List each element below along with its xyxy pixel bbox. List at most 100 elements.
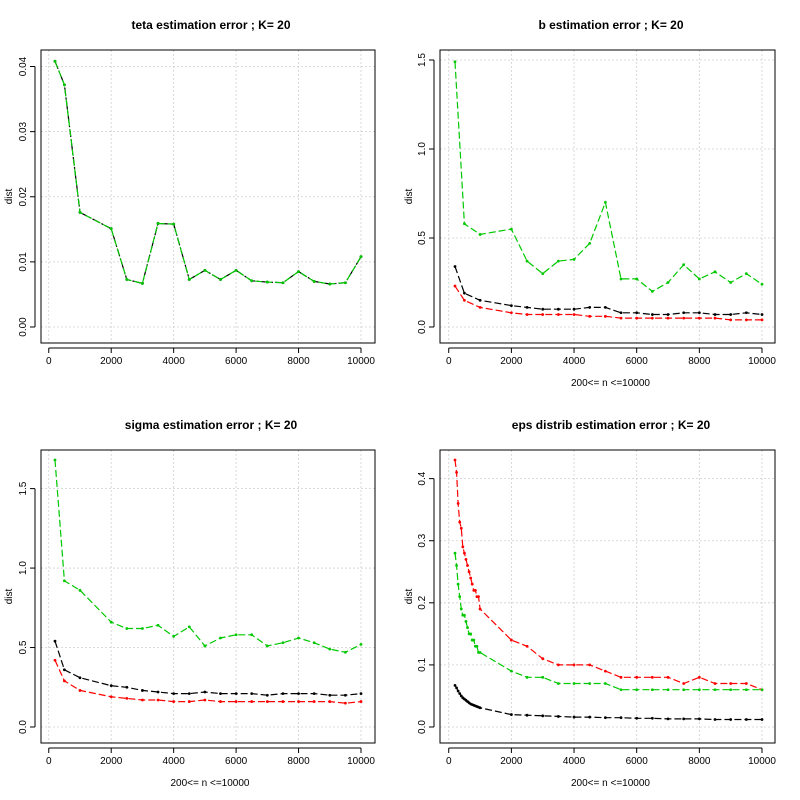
grid xyxy=(41,450,375,743)
data-point-red xyxy=(635,316,639,320)
data-point-red xyxy=(297,700,300,703)
data-point-green xyxy=(650,290,654,293)
x-tick-label: 2000 xyxy=(500,356,523,367)
y-tick-label: 0.1 xyxy=(417,658,428,672)
series-green xyxy=(53,458,363,654)
data-point-black xyxy=(635,716,639,720)
data-point-red xyxy=(713,682,717,685)
x-tick-label: 2000 xyxy=(500,756,523,767)
data-point-green xyxy=(650,688,654,692)
data-point-red xyxy=(467,570,471,574)
series-black xyxy=(453,265,764,316)
data-point-red xyxy=(203,698,207,702)
y-tick-label: 1.0 xyxy=(417,142,428,156)
data-point-green xyxy=(172,635,176,638)
data-point-red xyxy=(459,526,463,530)
x-axis-label: 200<= n <=10000 xyxy=(171,778,250,789)
data-point-black xyxy=(744,718,748,721)
data-point-red xyxy=(469,576,473,580)
chart-panel-2: 0 2000 4000 6000 8000 10000 0.0 0.5 1.0 1.5 b esti… xyxy=(404,18,776,389)
data-point-green xyxy=(343,281,347,285)
y-tick-label: 0.2 xyxy=(417,595,428,609)
y-tick-label: 0.4 xyxy=(417,471,428,485)
data-point-black xyxy=(588,715,592,719)
x-tick-label: 4000 xyxy=(563,756,586,767)
x-axis: 0 2000 4000 6000 8000 10000 xyxy=(46,747,375,767)
data-point-red xyxy=(141,698,144,702)
data-point-green xyxy=(53,59,57,63)
data-point-green xyxy=(760,688,764,692)
series-line-red xyxy=(54,660,362,704)
data-point-black xyxy=(203,690,207,694)
data-point-green xyxy=(172,222,176,226)
data-point-green xyxy=(234,633,238,637)
data-point-green xyxy=(265,280,269,284)
data-point-red xyxy=(588,314,592,318)
data-point-red xyxy=(760,318,764,322)
grid xyxy=(41,50,375,343)
data-point-green xyxy=(572,257,576,261)
data-point-green xyxy=(328,647,332,651)
data-point-green xyxy=(603,201,607,204)
data-point-black xyxy=(603,306,607,309)
data-point-black xyxy=(525,306,529,309)
x-tick-label: 10000 xyxy=(347,756,375,767)
y-axis: 0.0 0.1 0.2 0.3 0.4 xyxy=(417,471,435,734)
series-red xyxy=(453,284,764,322)
x-tick-label: 4000 xyxy=(163,356,186,367)
data-point-black xyxy=(343,693,347,697)
data-point-black xyxy=(509,304,513,308)
data-point-black xyxy=(455,686,458,690)
data-point-black xyxy=(109,684,113,688)
data-point-green xyxy=(588,682,592,685)
data-point-red xyxy=(619,316,623,320)
data-point-black xyxy=(462,291,466,295)
data-point-red xyxy=(453,458,457,462)
data-point-red xyxy=(328,700,332,703)
data-point-green xyxy=(219,636,222,640)
data-point-green xyxy=(556,682,560,685)
data-point-black xyxy=(478,298,482,302)
series-green xyxy=(453,60,764,293)
y-tick-label: 0.5 xyxy=(417,231,428,245)
data-point-green xyxy=(603,682,607,685)
series-red xyxy=(453,458,764,692)
data-point-black xyxy=(697,311,701,315)
y-tick-label: 0.5 xyxy=(18,640,29,654)
data-point-red xyxy=(455,471,458,474)
data-point-black xyxy=(729,313,733,316)
chart-title: b estimation error ; K= 20 xyxy=(538,18,683,32)
data-point-black xyxy=(556,715,560,718)
data-point-red xyxy=(697,316,701,320)
data-point-red xyxy=(603,314,607,318)
data-point-black xyxy=(635,311,639,315)
y-tick-label: 1.5 xyxy=(18,481,29,495)
data-point-green xyxy=(475,644,479,648)
data-point-green xyxy=(250,633,254,637)
data-point-black xyxy=(478,706,482,710)
y-tick-label: 0.0 xyxy=(417,720,428,734)
data-point-green xyxy=(666,688,670,692)
data-point-black xyxy=(219,692,222,696)
x-tick-label: 8000 xyxy=(688,356,711,367)
data-point-green xyxy=(297,636,300,640)
data-point-green xyxy=(525,259,529,263)
data-point-black xyxy=(250,692,254,696)
data-point-black xyxy=(125,685,129,689)
x-tick-label: 0 xyxy=(446,756,452,767)
data-point-black xyxy=(666,313,670,316)
data-point-green xyxy=(62,579,66,583)
data-point-black xyxy=(541,714,545,718)
y-tick-label: 0.0 xyxy=(417,320,428,334)
x-tick-label: 10000 xyxy=(347,356,375,367)
y-tick-label: 0.00 xyxy=(18,317,29,337)
data-point-green xyxy=(109,620,113,624)
data-point-black xyxy=(62,668,66,672)
data-point-black xyxy=(729,718,733,721)
data-point-green xyxy=(697,277,701,281)
data-point-green xyxy=(635,688,639,692)
data-point-green xyxy=(466,626,469,630)
data-point-green xyxy=(541,272,545,275)
data-point-black xyxy=(619,311,623,315)
data-point-red xyxy=(572,663,576,667)
